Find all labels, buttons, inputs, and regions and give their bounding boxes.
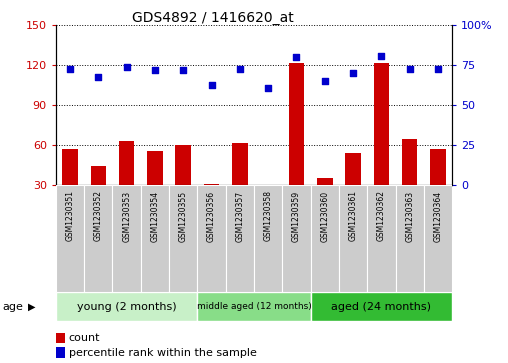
Point — [151, 67, 159, 73]
Text: GSM1230356: GSM1230356 — [207, 191, 216, 242]
Text: GSM1230357: GSM1230357 — [235, 191, 244, 242]
Point — [179, 67, 187, 73]
Point — [66, 66, 74, 72]
Point — [94, 74, 103, 79]
Point — [434, 66, 442, 72]
Text: GSM1230352: GSM1230352 — [94, 191, 103, 241]
Point — [122, 64, 131, 70]
Bar — [119, 141, 135, 225]
Bar — [62, 149, 78, 225]
Text: age: age — [3, 302, 23, 312]
Text: GSM1230353: GSM1230353 — [122, 191, 131, 242]
Text: percentile rank within the sample: percentile rank within the sample — [69, 348, 257, 358]
Text: GSM1230358: GSM1230358 — [264, 191, 273, 241]
Text: GSM1230359: GSM1230359 — [292, 191, 301, 242]
Bar — [175, 145, 191, 225]
Bar — [402, 139, 418, 225]
Text: GSM1230362: GSM1230362 — [377, 191, 386, 241]
Text: young (2 months): young (2 months) — [77, 302, 176, 312]
Bar — [310, 292, 452, 321]
Point — [405, 66, 414, 72]
Bar — [226, 185, 254, 292]
Bar — [56, 292, 198, 321]
Bar — [261, 185, 276, 225]
Bar — [56, 185, 84, 292]
Bar — [147, 151, 163, 225]
Point — [264, 85, 272, 91]
Bar — [84, 185, 112, 292]
Bar — [367, 185, 396, 292]
Text: GSM1230360: GSM1230360 — [320, 191, 329, 242]
Bar — [424, 185, 452, 292]
Text: aged (24 months): aged (24 months) — [331, 302, 431, 312]
Bar — [232, 143, 247, 225]
Bar — [373, 63, 389, 225]
Bar — [198, 185, 226, 292]
Text: GSM1230361: GSM1230361 — [348, 191, 358, 241]
Text: count: count — [69, 333, 100, 343]
Text: GDS4892 / 1416620_at: GDS4892 / 1416620_at — [133, 11, 294, 25]
Text: GSM1230351: GSM1230351 — [66, 191, 75, 241]
Point — [349, 70, 357, 76]
Point — [321, 78, 329, 84]
Bar — [198, 292, 310, 321]
Text: ▶: ▶ — [28, 302, 35, 312]
Point — [377, 53, 386, 59]
Bar — [204, 184, 219, 225]
Point — [293, 54, 301, 60]
Bar — [396, 185, 424, 292]
Bar — [254, 185, 282, 292]
Bar — [317, 179, 333, 225]
Bar — [289, 63, 304, 225]
Bar — [310, 185, 339, 292]
Text: GSM1230363: GSM1230363 — [405, 191, 414, 242]
Bar — [430, 149, 446, 225]
Bar — [141, 185, 169, 292]
Bar — [339, 185, 367, 292]
Text: middle aged (12 months): middle aged (12 months) — [197, 302, 311, 311]
Bar — [282, 185, 310, 292]
Point — [207, 82, 215, 87]
Bar — [90, 167, 106, 225]
Bar — [169, 185, 198, 292]
Bar — [345, 153, 361, 225]
Text: GSM1230355: GSM1230355 — [179, 191, 188, 242]
Point — [236, 66, 244, 72]
Bar — [112, 185, 141, 292]
Text: GSM1230364: GSM1230364 — [433, 191, 442, 242]
Text: GSM1230354: GSM1230354 — [150, 191, 160, 242]
